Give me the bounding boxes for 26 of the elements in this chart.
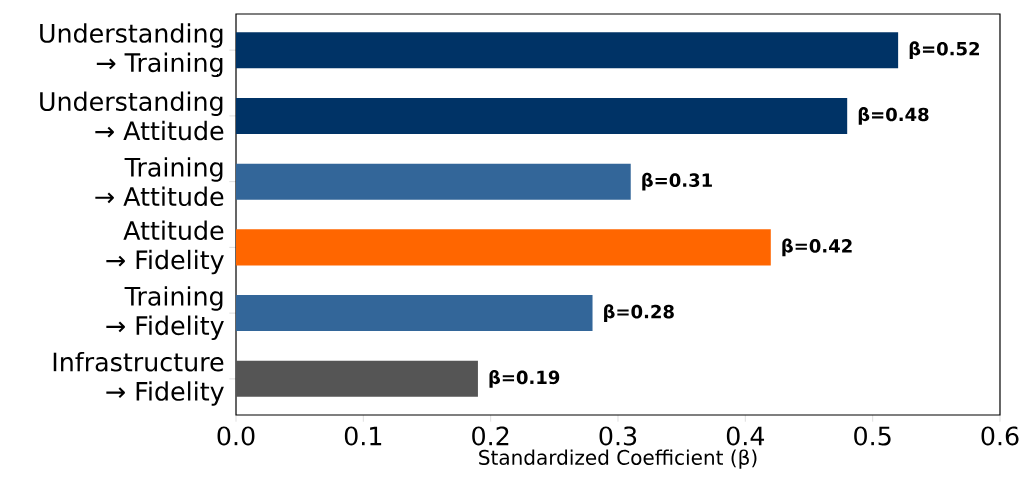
bar [236, 163, 631, 200]
y-tick-label: Infrastructure → Fidelity [53, 351, 224, 406]
y-tick-label: Training → Fidelity [106, 286, 224, 341]
x-tick-label: 0.5 [854, 426, 891, 446]
data-label: β=0.48 [858, 107, 929, 125]
x-tick-label: 0.3 [599, 426, 637, 446]
x-tick-label: 0.6 [981, 426, 1019, 446]
x-tick-label: 0.0 [217, 426, 255, 446]
y-tick-label: Understanding → Training [40, 23, 223, 78]
data-label: β=0.28 [604, 304, 674, 322]
y-tick-label: Understanding → Attitude [40, 91, 224, 141]
data-label: β=0.19 [489, 370, 560, 388]
data-label: β=0.42 [782, 238, 852, 257]
bar [236, 360, 478, 397]
y-tick-label: Attitude → Fidelity [106, 220, 224, 275]
bar [236, 32, 899, 69]
x-tick-label: 0.4 [726, 426, 765, 446]
data-label: β=0.31 [642, 172, 712, 191]
data-label: β=0.52 [909, 41, 979, 59]
bar [236, 229, 771, 266]
bar [236, 295, 593, 332]
x-tick-label: 0.1 [344, 426, 382, 446]
y-tick-label: Training → Attitude [95, 157, 224, 207]
x-axis-title: Standardized Coefficient (β) [479, 449, 757, 469]
x-tick-label: 0.2 [472, 426, 509, 446]
bar [236, 97, 848, 134]
